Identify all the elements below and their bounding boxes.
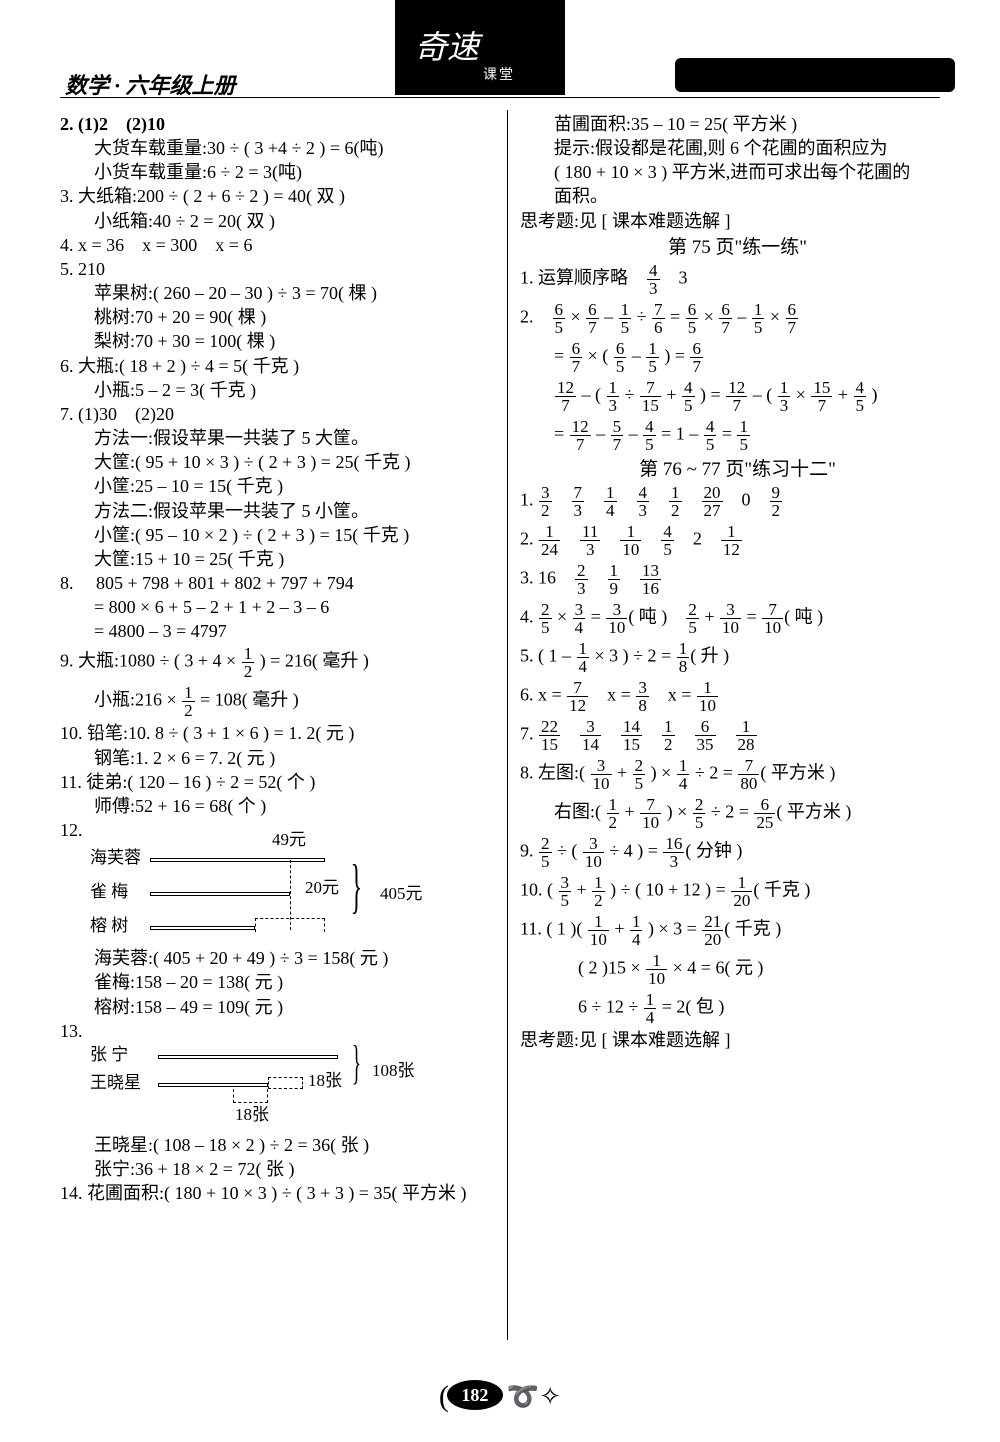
text-line: 大货车载重量:30 ÷ ( 3 +4 ÷ 2 ) = 6(吨) (60, 138, 495, 158)
text-line: 小瓶:216 × 12 = 108( 毫升 ) (60, 684, 495, 719)
diag-label: 王晓星 (90, 1073, 141, 1092)
text-line: 4. x = 36 x = 300 x = 6 (60, 235, 495, 255)
header-underline (60, 97, 940, 98)
text-line: 5. ( 1 – 14 × 3 ) ÷ 2 = 18( 升 ) (520, 640, 955, 675)
text-line: 11. 徒弟:( 120 – 16 ) ÷ 2 = 52( 个 ) (60, 772, 495, 792)
text-line: 榕树:158 – 49 = 109( 元 ) (60, 997, 495, 1017)
text-line: 小货车载重量:6 ÷ 2 = 3(吨) (60, 162, 495, 182)
book-title: 数学 · 六年级上册 (65, 68, 236, 100)
text-line: = 800 × 6 + 5 – 2 + 1 + 2 – 3 – 6 (60, 597, 495, 617)
text-line: 雀梅:158 – 20 = 138( 元 ) (60, 972, 495, 992)
page-number: 182 (447, 1380, 503, 1410)
text-line: 面积。 (520, 186, 955, 206)
text-line: 王晓星:( 108 – 18 × 2 ) ÷ 2 = 36( 张 ) (60, 1135, 495, 1155)
section-header: 第 75 页"练一练" (520, 237, 955, 258)
logo-sub: 课堂 (483, 64, 515, 84)
text-line: 8. 805 + 798 + 801 + 802 + 797 + 794 (60, 573, 495, 593)
text-line: 右图:( 12 + 710 ) × 25 ÷ 2 = 625( 平方米 ) (520, 796, 955, 831)
text-line: 4. 25 × 34 = 310( 吨 ) 25 + 310 = 710( 吨 … (520, 601, 955, 636)
text-line: 思考题:见 [ 课本难题选解 ] (520, 211, 955, 231)
text-line: 2. 65 × 67 – 15 ÷ 76 = 65 × 67 – 15 × 67 (520, 301, 955, 336)
diag-bar (150, 892, 290, 896)
diag-label: 张 宁 (90, 1045, 128, 1064)
section-header: 第 76 ~ 77 页"练习十二" (520, 459, 955, 480)
text-line: 2. 124 113 110 45 2 112 (520, 523, 955, 558)
diag-label: 海芙蓉 (90, 848, 141, 867)
diag-label: 榕 树 (90, 916, 128, 935)
diag-dashed (268, 1077, 303, 1089)
page-header: 数学 · 六年级上册 奇速 课堂 (0, 0, 1000, 100)
fraction: 12 (182, 684, 195, 719)
header-deco (675, 58, 955, 92)
text-line: = 67 × ( 65 – 15 ) = 67 (520, 340, 955, 375)
diag-dashed (233, 1089, 268, 1103)
diag-bar (150, 926, 255, 930)
text-line: ( 2 )15 × 110 × 4 = 6( 元 ) (520, 952, 955, 987)
text-line: 8. 左图:( 310 + 25 ) × 14 ÷ 2 = 780( 平方米 ) (520, 757, 955, 792)
text-line: 梨树:70 + 30 = 100( 棵 ) (60, 331, 495, 351)
text-line: 方法二:假设苹果一共装了 5 小筐。 (60, 501, 495, 521)
text-line: 14. 花圃面积:( 180 + 10 × 3 ) ÷ ( 3 + 3 ) = … (60, 1183, 495, 1203)
text-line: 小纸箱:40 ÷ 2 = 20( 双 ) (60, 211, 495, 231)
text-line: 小瓶:5 – 2 = 3( 千克 ) (60, 380, 495, 400)
diag-label: 405元 (380, 884, 423, 903)
text-line: 苗圃面积:35 – 10 = 25( 平方米 ) (520, 114, 955, 134)
text-line: 13. (60, 1021, 495, 1041)
text-line: 10. ( 35 + 12 ) ÷ ( 10 + 12 ) = 120( 千克 … (520, 874, 955, 909)
text-line: 大筐:15 + 10 = 25( 千克 ) (60, 549, 495, 569)
text-line: ( 180 + 10 × 3 ) 平方米,进而可求出每个花圃的 (520, 162, 955, 182)
text-line: 11. ( 1 )( 110 + 14 ) × 3 = 2120( 千克 ) (520, 913, 955, 948)
text-line: 5. 210 (60, 259, 495, 279)
text-line: 7. (1)30 (2)20 (60, 404, 495, 424)
content-columns: 2. (1)2 (2)10 大货车载重量:30 ÷ ( 3 +4 ÷ 2 ) =… (0, 100, 1000, 1340)
text-line: 大筐:( 95 + 10 × 3 ) ÷ ( 2 + 3 ) = 25( 千克 … (60, 452, 495, 472)
text-line: 127 – ( 13 ÷ 715 + 45 ) = 127 – ( 13 × 1… (520, 379, 955, 414)
text-line: 1. 运算顺序略 43 3 (520, 262, 955, 297)
text-line: 7. 2215 314 1415 12 635 128 (520, 718, 955, 753)
right-column: 苗圃面积:35 – 10 = 25( 平方米 ) 提示:假设都是花圃,则 6 个… (520, 110, 955, 1340)
text-line: 思考题:见 [ 课本难题选解 ] (520, 1030, 955, 1050)
diag-bar (158, 1083, 268, 1087)
text-line: 10. 铅笔:10. 8 ÷ ( 3 + 1 × 6 ) = 1. 2( 元 ) (60, 723, 495, 743)
text-line: 1. 32 73 14 43 12 2027 0 92 (520, 484, 955, 519)
text-line: 小筐:( 95 – 10 × 2 ) ÷ ( 2 + 3 ) = 15( 千克 … (60, 525, 495, 545)
column-divider (507, 110, 508, 1340)
text-line: 6 ÷ 12 ÷ 14 = 2( 包 ) (520, 991, 955, 1026)
text-line: 提示:假设都是花圃,则 6 个花圃的面积应为 (520, 138, 955, 158)
diag-label: 108张 (372, 1061, 415, 1080)
text-line: 6. x = 712 x = 38 x = 110 (520, 679, 955, 714)
text-line: 9. 25 ÷ ( 310 ÷ 4 ) = 163( 分钟 ) (520, 835, 955, 870)
text-line: 师傅:52 + 16 = 68( 个 ) (60, 796, 495, 816)
diag-label: 18张 (308, 1071, 342, 1090)
text-line: = 4800 – 3 = 4797 (60, 621, 495, 641)
page-footer: (182➰✧ (0, 1380, 1000, 1414)
text-line: 海芙蓉:( 405 + 20 + 49 ) ÷ 3 = 158( 元 ) (60, 948, 495, 968)
brace-icon: } (351, 856, 363, 916)
footer-deco-right: ➰✧ (507, 1382, 561, 1412)
text-line: 小筐:25 – 10 = 15( 千克 ) (60, 476, 495, 496)
text-line: 钢笔:1. 2 × 6 = 7. 2( 元 ) (60, 748, 495, 768)
text-line: 苹果树:( 260 – 20 – 30 ) ÷ 3 = 70( 棵 ) (60, 283, 495, 303)
diagram-13: 张 宁 王晓星 18张 18张 } 108张 (90, 1045, 495, 1131)
left-column: 2. (1)2 (2)10 大货车载重量:30 ÷ ( 3 +4 ÷ 2 ) =… (60, 110, 495, 1340)
logo-main: 奇速 (415, 22, 479, 68)
text-line: 6. 大瓶:( 18 + 2 ) ÷ 4 = 5( 千克 ) (60, 356, 495, 376)
diag-label: 雀 梅 (90, 882, 128, 901)
text-line: 9. 大瓶:1080 ÷ ( 3 + 4 × 12 ) = 216( 毫升 ) (60, 645, 495, 680)
diagram-12: 海芙蓉 雀 梅 榕 树 49元 20元 } 405元 (90, 844, 495, 944)
text-line: 桃树:70 + 20 = 90( 棵 ) (60, 307, 495, 327)
text-line: 3. 16 23 19 1316 (520, 562, 955, 597)
diag-label: 49元 (272, 830, 306, 849)
text-line: = 127 – 57 – 45 = 1 – 45 = 15 (520, 418, 955, 453)
text-line: 方法一:假设苹果一共装了 5 大筐。 (60, 428, 495, 448)
text-line: 3. 大纸箱:200 ÷ ( 2 + 6 ÷ 2 ) = 40( 双 ) (60, 186, 495, 206)
diag-label: 20元 (305, 878, 339, 897)
text-line: 2. (1)2 (2)10 (60, 114, 495, 134)
fraction: 12 (242, 645, 255, 680)
text-line: 张宁:36 + 18 × 2 = 72( 张 ) (60, 1159, 495, 1179)
logo-block: 奇速 课堂 (395, 0, 565, 95)
diag-label: 18张 (235, 1105, 269, 1124)
brace-icon: } (352, 1039, 361, 1087)
diag-bar (158, 1055, 338, 1059)
